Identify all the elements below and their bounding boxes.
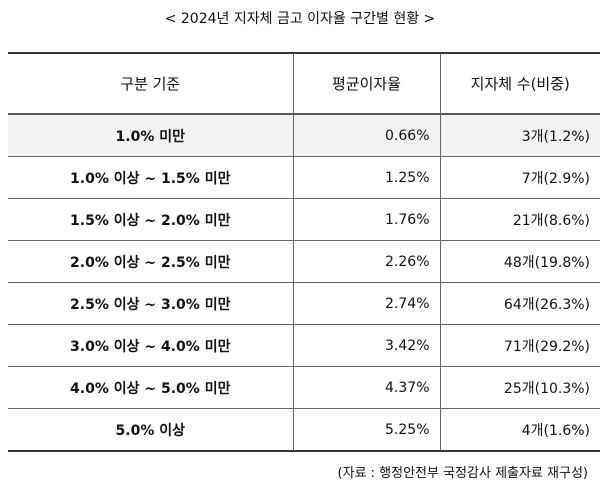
column-header: 평균이자율 xyxy=(292,52,440,115)
table-cell: 25개(10.3%) xyxy=(439,366,600,409)
table-cell: 2.74% xyxy=(292,282,440,325)
column-header: 지자체 수(비중) xyxy=(439,52,600,115)
table-cell: 71개(29.2%) xyxy=(439,324,600,367)
table-row: 1.0% 이상 ~ 1.5% 미만 1.25% 7개(2.9%) xyxy=(8,156,600,199)
source-note: (자료 : 행정안전부 국정감사 제출자료 재구성) xyxy=(337,466,588,481)
table-cell: 2.26% xyxy=(292,240,440,283)
table-body: 1.0% 미만 0.66% 3개(1.2%) 1.0% 이상 ~ 1.5% 미만 1.2… xyxy=(8,114,600,452)
table-cell: 4.37% xyxy=(292,366,440,409)
table-cell: 3.0% 이상 ~ 4.0% 미만 xyxy=(8,324,293,367)
table-row: 2.5% 이상 ~ 3.0% 미만 2.74% 64개(26.3%) xyxy=(8,282,600,325)
table-cell: 1.25% xyxy=(292,156,440,199)
table-cell: 3개(1.2%) xyxy=(439,114,600,157)
table-cell: 48개(19.8%) xyxy=(439,240,600,283)
table-cell: 1.76% xyxy=(292,198,440,241)
table-cell: 2.0% 이상 ~ 2.5% 미만 xyxy=(8,240,293,283)
table-cell: 4개(1.6%) xyxy=(439,408,600,452)
header-row: 구분 기준 평균이자율 지자체 수(비중) xyxy=(8,52,600,115)
table-cell: 4.0% 이상 ~ 5.0% 미만 xyxy=(8,366,293,409)
table: 구분 기준 평균이자율 지자체 수(비중) 1.0% 미만 0.66% 3개(1.2%)… xyxy=(8,52,600,452)
table-row: 1.5% 이상 ~ 2.0% 미만 1.76% 21개(8.6%) xyxy=(8,198,600,241)
table-cell: 1.0% 미만 xyxy=(8,114,293,157)
table-cell: 2.5% 이상 ~ 3.0% 미만 xyxy=(8,282,293,325)
table-cell: 7개(2.9%) xyxy=(439,156,600,199)
table-row: 5.0% 이상 5.25% 4개(1.6%) xyxy=(8,408,600,452)
table-row: 2.0% 이상 ~ 2.5% 미만 2.26% 48개(19.8%) xyxy=(8,240,600,283)
table-cell: 3.42% xyxy=(292,324,440,367)
table-row: 4.0% 이상 ~ 5.0% 미만 4.37% 25개(10.3%) xyxy=(8,366,600,409)
table-cell: 5.0% 이상 xyxy=(8,408,293,452)
table-cell: 5.25% xyxy=(292,408,440,452)
table-title: < 2024년 지자체 금고 이자율 구간별 현황 > xyxy=(164,11,436,27)
table-cell: 1.0% 이상 ~ 1.5% 미만 xyxy=(8,156,293,199)
table-cell: 21개(8.6%) xyxy=(439,198,600,241)
table-cell: 0.66% xyxy=(292,114,440,157)
column-header: 구분 기준 xyxy=(8,52,293,115)
table-row: 3.0% 이상 ~ 4.0% 미만 3.42% 71개(29.2%) xyxy=(8,324,600,367)
table-cell: 64개(26.3%) xyxy=(439,282,600,325)
table-row: 1.0% 미만 0.66% 3개(1.2%) xyxy=(8,114,600,157)
table-cell: 1.5% 이상 ~ 2.0% 미만 xyxy=(8,198,293,241)
